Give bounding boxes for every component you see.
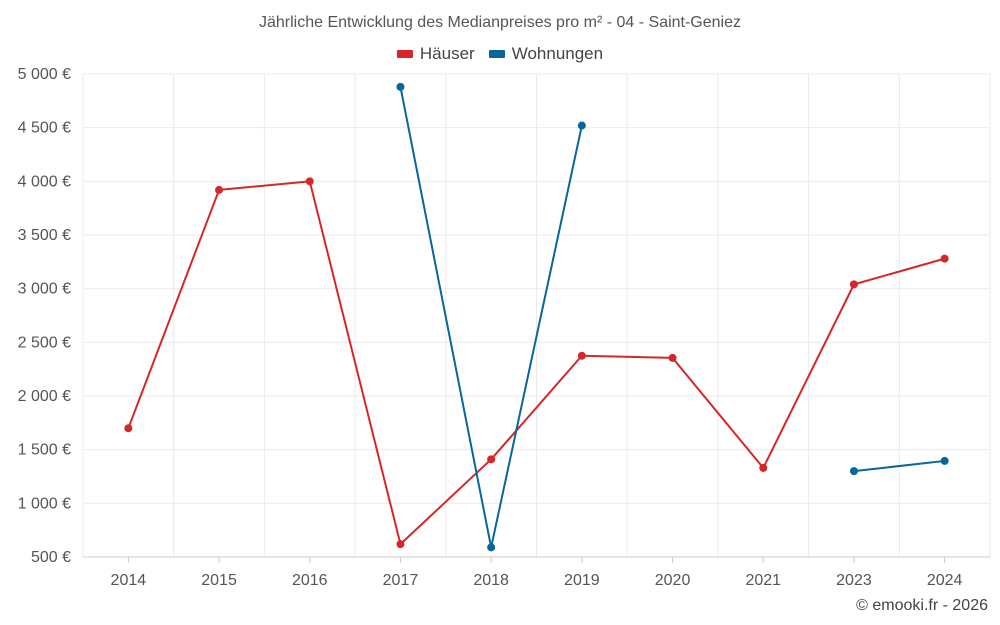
y-tick-label: 5 000 €	[18, 66, 71, 83]
chart-title: Jährliche Entwicklung des Medianpreises …	[259, 14, 741, 31]
y-tick-label: 3 000 €	[18, 281, 71, 298]
data-point-wohnungen	[487, 543, 496, 552]
data-point-haeuser	[487, 455, 496, 464]
y-tick-label: 2 000 €	[18, 388, 71, 405]
data-point-haeuser	[668, 353, 677, 362]
y-tick-label: 500 €	[31, 549, 71, 566]
x-tick-label: 2019	[564, 572, 600, 589]
x-tick-label: 2018	[473, 572, 509, 589]
x-tick-label: 2015	[201, 572, 237, 589]
legend-swatch-haeuser	[396, 50, 413, 58]
x-tick-label: 2017	[383, 572, 419, 589]
x-tick-label: 2014	[111, 572, 147, 589]
data-point-haeuser	[759, 463, 768, 472]
x-tick-label: 2021	[745, 572, 781, 589]
series-line-wohnungen	[399, 86, 583, 549]
y-tick-label: 4 500 €	[18, 120, 71, 137]
legend-label-haeuser: Häuser	[419, 44, 475, 63]
x-tick-label: 2020	[655, 572, 691, 589]
series-line-haeuser	[127, 180, 945, 546]
series-line-wohnungen	[853, 459, 945, 473]
data-point-wohnungen	[577, 121, 586, 130]
x-tick-label: 2023	[836, 572, 872, 589]
credit: © emooki.fr - 2026	[856, 597, 988, 614]
y-tick-label: 4 000 €	[18, 173, 71, 190]
y-tick-label: 1 500 €	[18, 442, 71, 459]
y-tick-label: 2 500 €	[18, 334, 71, 351]
x-tick-label: 2016	[292, 572, 328, 589]
data-point-wohnungen	[396, 82, 405, 91]
data-point-haeuser	[849, 280, 858, 289]
data-point-haeuser	[305, 177, 314, 186]
data-point-haeuser	[577, 351, 586, 360]
data-point-wohnungen	[849, 467, 858, 476]
data-point-haeuser	[940, 254, 949, 263]
y-tick-label: 3 500 €	[18, 227, 71, 244]
data-point-haeuser	[396, 540, 405, 549]
data-point-wohnungen	[940, 456, 949, 465]
legend-swatch-wohnungen	[488, 50, 505, 58]
legend: Häuser Wohnungen	[0, 44, 1000, 64]
legend-item-wohnungen[interactable]: Wohnungen	[488, 44, 604, 64]
legend-label-wohnungen: Wohnungen	[511, 44, 604, 63]
x-tick-label: 2024	[927, 572, 963, 589]
data-point-haeuser	[124, 424, 133, 433]
data-point-haeuser	[215, 185, 224, 194]
legend-item-haeuser[interactable]: Häuser	[396, 44, 475, 64]
y-tick-label: 1 000 €	[18, 495, 71, 512]
